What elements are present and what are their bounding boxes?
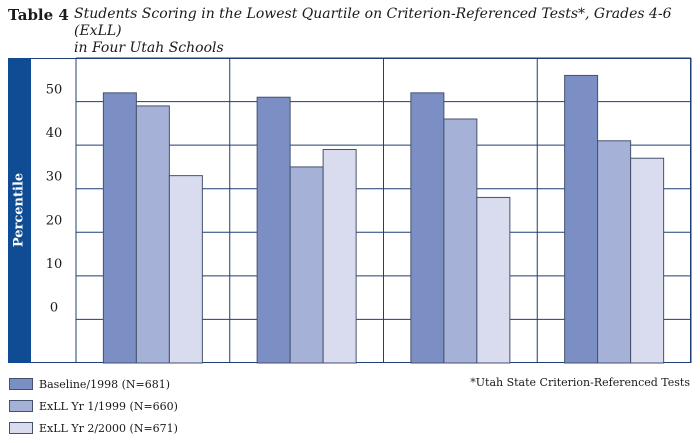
bar	[410, 92, 445, 364]
bar	[564, 74, 599, 364]
y-tick-label: 10	[46, 257, 63, 272]
legend-label-yr2: ExLL Yr 2/2000 (N=671)	[39, 421, 178, 435]
bar	[443, 118, 478, 364]
legend-item-baseline: Baseline/1998 (N=681)	[9, 373, 178, 395]
y-tick-label: 50	[46, 83, 63, 98]
legend: Baseline/1998 (N=681) ExLL Yr 1/1999 (N=…	[9, 373, 178, 439]
y-axis-label-band	[8, 58, 31, 363]
legend-label-yr1: ExLL Yr 1/1999 (N=660)	[39, 399, 178, 413]
y-tick-label: 30	[46, 170, 63, 185]
chart-title: Students Scoring in the Lowest Quartile …	[74, 6, 684, 57]
bar	[597, 140, 632, 364]
table-label: Table 4	[8, 6, 69, 24]
chart-title-line-1: Students Scoring in the Lowest Quartile …	[74, 6, 672, 39]
bar	[256, 96, 291, 364]
bar	[630, 157, 665, 364]
y-tick-label: 0	[50, 300, 58, 315]
y-tick-label: 20	[46, 213, 63, 228]
chart-title-line-2: in Four Utah Schools	[74, 40, 224, 56]
bar	[476, 196, 511, 364]
bar	[102, 92, 137, 364]
y-tick-label: 40	[46, 126, 63, 141]
bar	[135, 105, 170, 364]
legend-swatch-baseline	[9, 378, 33, 390]
bar	[322, 149, 357, 364]
legend-swatch-yr2	[9, 422, 33, 434]
footnote: *Utah State Criterion-Referenced Tests	[470, 376, 690, 389]
legend-swatch-yr1	[9, 400, 33, 412]
legend-label-baseline: Baseline/1998 (N=681)	[39, 377, 171, 391]
legend-item-yr2: ExLL Yr 2/2000 (N=671)	[9, 417, 178, 439]
bar	[168, 175, 203, 364]
legend-item-yr1: ExLL Yr 1/1999 (N=660)	[9, 395, 178, 417]
bar	[289, 166, 324, 364]
